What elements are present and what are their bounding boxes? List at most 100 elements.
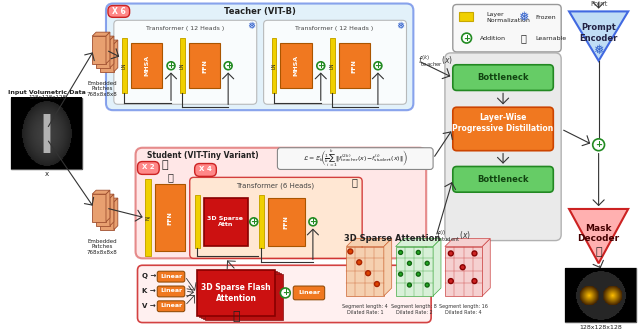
Text: LN: LN xyxy=(271,62,276,69)
Polygon shape xyxy=(106,32,110,64)
Bar xyxy=(198,271,277,316)
Circle shape xyxy=(449,279,453,283)
Polygon shape xyxy=(100,198,118,202)
Circle shape xyxy=(472,251,477,256)
Bar xyxy=(100,202,114,230)
Text: Transformer (6 Heads): Transformer (6 Heads) xyxy=(236,182,314,188)
Circle shape xyxy=(408,261,412,265)
Text: ❅: ❅ xyxy=(518,11,529,24)
FancyBboxPatch shape xyxy=(189,177,362,258)
Text: +: + xyxy=(282,288,289,297)
Text: 3D Sparse Flash
Attention: 3D Sparse Flash Attention xyxy=(201,283,271,303)
Text: X 2: X 2 xyxy=(142,164,155,171)
Circle shape xyxy=(425,261,429,265)
Text: Transformer ( 12 Heads ): Transformer ( 12 Heads ) xyxy=(296,26,374,31)
FancyBboxPatch shape xyxy=(293,286,324,300)
Text: Linear: Linear xyxy=(160,303,182,308)
Text: +: + xyxy=(463,34,470,43)
Text: +: + xyxy=(168,61,175,70)
Text: Q →: Q → xyxy=(142,273,157,279)
Bar xyxy=(96,198,110,226)
Text: ❅: ❅ xyxy=(397,21,404,31)
Circle shape xyxy=(309,218,317,226)
FancyBboxPatch shape xyxy=(452,167,554,192)
Bar xyxy=(195,195,200,248)
Polygon shape xyxy=(114,40,118,72)
Circle shape xyxy=(461,33,472,43)
Text: V →: V → xyxy=(143,303,156,309)
Bar xyxy=(131,43,162,88)
Bar xyxy=(189,43,220,88)
Text: LN: LN xyxy=(330,62,335,69)
Circle shape xyxy=(317,62,324,70)
Text: 🔥: 🔥 xyxy=(162,159,168,170)
FancyBboxPatch shape xyxy=(157,286,185,297)
Text: +: + xyxy=(309,217,316,226)
Bar xyxy=(205,274,284,319)
FancyBboxPatch shape xyxy=(136,148,426,258)
Text: +: + xyxy=(374,61,381,70)
Circle shape xyxy=(399,272,403,276)
Text: Linear: Linear xyxy=(160,274,182,279)
FancyBboxPatch shape xyxy=(452,5,561,52)
Text: 🔥: 🔥 xyxy=(351,177,357,187)
Polygon shape xyxy=(114,198,118,230)
Bar xyxy=(268,198,305,246)
Polygon shape xyxy=(96,194,114,198)
Text: Frozen: Frozen xyxy=(536,15,556,20)
Bar xyxy=(565,268,636,321)
Bar xyxy=(92,194,106,222)
Bar xyxy=(92,36,106,64)
Polygon shape xyxy=(106,190,110,222)
Text: MHSA: MHSA xyxy=(144,55,149,76)
Text: Segment length: 16
Dilated Rate: 4: Segment length: 16 Dilated Rate: 4 xyxy=(439,304,488,314)
Text: 3D Sparse
Attn: 3D Sparse Attn xyxy=(207,216,243,227)
Polygon shape xyxy=(396,239,441,247)
Circle shape xyxy=(348,249,353,254)
Circle shape xyxy=(365,271,371,276)
Text: Bottleneck: Bottleneck xyxy=(477,175,529,184)
Bar xyxy=(204,198,248,246)
Text: +: + xyxy=(595,140,602,149)
Polygon shape xyxy=(569,209,628,263)
Bar xyxy=(145,179,151,256)
Text: 128x128x128: 128x128x128 xyxy=(579,325,622,330)
Text: Segment length: 4
Dilated Rate: 1: Segment length: 4 Dilated Rate: 1 xyxy=(342,304,388,314)
Polygon shape xyxy=(433,239,441,296)
Text: Prompt
Encoder: Prompt Encoder xyxy=(579,23,618,43)
Text: +: + xyxy=(225,61,232,70)
Text: ❅: ❅ xyxy=(593,45,604,57)
Text: 128x128x128: 128x128x128 xyxy=(28,95,66,100)
Circle shape xyxy=(374,62,382,70)
Text: ❅: ❅ xyxy=(247,21,255,31)
Text: $f^{(k)}_{\rm teacher}(x)$: $f^{(k)}_{\rm teacher}(x)$ xyxy=(419,53,454,69)
Circle shape xyxy=(449,251,453,256)
Circle shape xyxy=(425,283,429,287)
Polygon shape xyxy=(100,40,118,44)
Text: Mask
Decoder: Mask Decoder xyxy=(577,224,620,243)
Text: Teacher (VIT-B): Teacher (VIT-B) xyxy=(224,7,296,16)
Text: Embedded
Patches
768x8x8x8: Embedded Patches 768x8x8x8 xyxy=(86,81,117,97)
Text: LN: LN xyxy=(122,62,127,69)
Text: Addition: Addition xyxy=(481,36,506,41)
Circle shape xyxy=(250,218,258,226)
Polygon shape xyxy=(92,190,110,194)
FancyBboxPatch shape xyxy=(195,164,216,176)
Circle shape xyxy=(417,272,420,276)
Bar xyxy=(122,38,127,93)
Bar xyxy=(330,38,335,93)
Text: Segment length: 8
Dilated Rate: 2: Segment length: 8 Dilated Rate: 2 xyxy=(392,304,437,314)
Text: X 4: X 4 xyxy=(199,166,212,173)
Text: Embedded
Patches
768x8x8x8: Embedded Patches 768x8x8x8 xyxy=(86,239,117,255)
Bar xyxy=(180,38,185,93)
Bar xyxy=(339,43,370,88)
Polygon shape xyxy=(445,239,490,247)
FancyBboxPatch shape xyxy=(138,265,431,322)
Polygon shape xyxy=(483,239,490,296)
Text: Student (VIT-Tiny Variant): Student (VIT-Tiny Variant) xyxy=(147,151,259,160)
FancyBboxPatch shape xyxy=(452,107,554,151)
Bar xyxy=(196,270,275,316)
Text: K →: K → xyxy=(143,288,156,294)
Polygon shape xyxy=(96,36,114,40)
Circle shape xyxy=(374,281,380,286)
